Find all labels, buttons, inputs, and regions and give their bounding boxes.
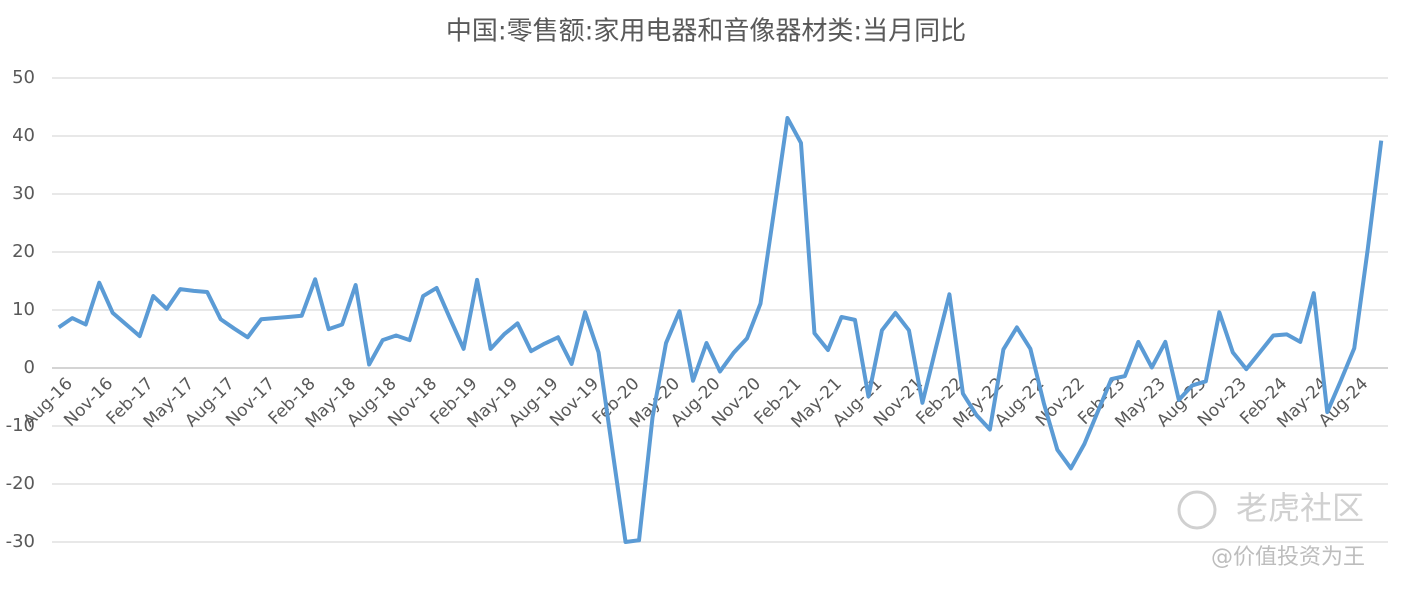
watermark-logo [1177, 490, 1217, 530]
y-tick-label: -20 [6, 473, 35, 494]
y-tick-label: 0 [24, 357, 35, 378]
y-tick-label: -10 [6, 415, 35, 436]
y-tick-label: 20 [12, 241, 35, 262]
watermark-brand: 老虎社区 [1236, 489, 1364, 527]
y-tick-label: 30 [12, 183, 35, 204]
series-line [57, 116, 1384, 544]
y-tick-label: 40 [12, 125, 35, 146]
y-tick-label: -30 [6, 531, 35, 552]
y-tick-label: 50 [12, 67, 35, 88]
y-tick-label: 10 [12, 299, 35, 320]
chart-title: 中国:零售额:家用电器和音像器材类:当月同比 [446, 17, 966, 47]
watermark-author: @价值投资为王 [1211, 545, 1365, 570]
